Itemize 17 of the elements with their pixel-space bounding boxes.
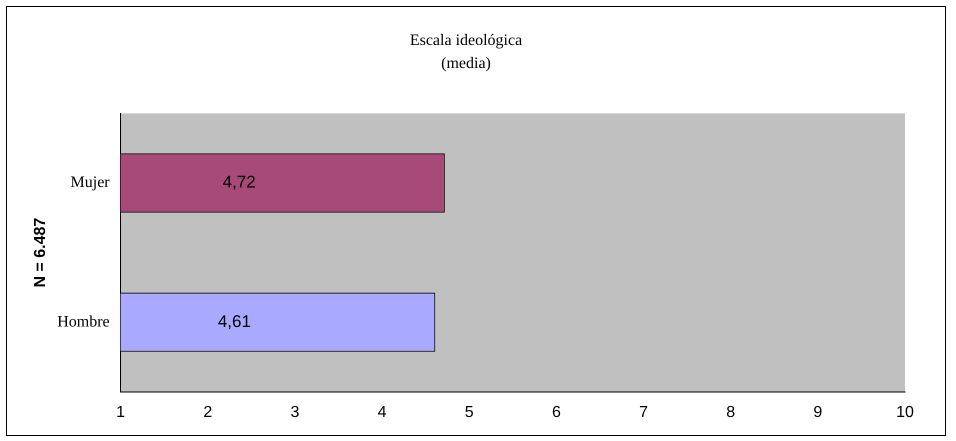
x-tick-label: 2 [203,404,212,421]
x-tick-label: 6 [552,404,561,421]
x-tick-label: 9 [813,404,822,421]
x-tick-label: 3 [290,404,300,421]
chart-title: Escala ideológica [410,32,522,49]
x-tick-label: 1 [116,404,126,421]
x-tick-label: 4 [378,404,387,421]
y-tick-label: Mujer [70,174,110,192]
chart-subtitle: (media) [441,55,491,72]
data-label: 4,61 [218,312,251,331]
x-tick-label: 8 [726,404,736,421]
x-tick-label: 7 [639,404,648,421]
y-tick-label: Hombre [57,313,110,330]
y-axis-title: N = 6.487 [32,218,50,288]
x-tick-label: 10 [896,404,914,421]
x-tick-label: 5 [464,404,474,421]
data-label: 4,72 [222,172,256,192]
